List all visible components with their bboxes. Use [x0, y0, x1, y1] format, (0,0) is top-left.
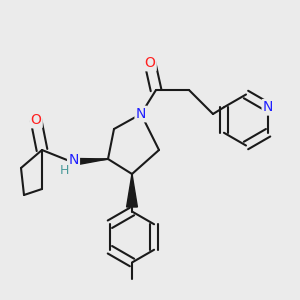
Text: O: O	[31, 113, 41, 127]
Polygon shape	[127, 174, 137, 207]
Text: H: H	[60, 164, 69, 178]
Text: N: N	[68, 154, 79, 167]
Polygon shape	[72, 158, 108, 166]
Text: N: N	[263, 100, 273, 114]
Text: O: O	[145, 56, 155, 70]
Text: N: N	[136, 107, 146, 121]
